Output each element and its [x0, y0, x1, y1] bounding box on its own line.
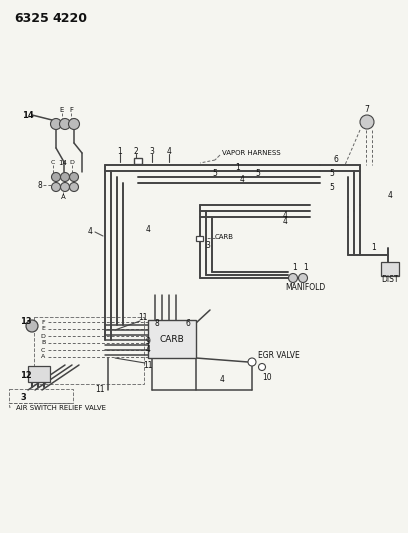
Text: 7: 7 [365, 106, 369, 115]
Bar [196, 236, 203, 241]
Text: 6325: 6325 [14, 12, 49, 25]
Text: 11: 11 [138, 313, 148, 322]
Text: 5: 5 [330, 183, 335, 192]
Text: A: A [41, 354, 45, 359]
Text: 4: 4 [239, 175, 244, 184]
Text: 3: 3 [150, 148, 155, 157]
Text: 1: 1 [118, 148, 122, 157]
Circle shape [51, 182, 60, 191]
Circle shape [288, 273, 297, 282]
Bar [28, 366, 50, 382]
Text: 4220: 4220 [52, 12, 87, 25]
Text: MANIFOLD: MANIFOLD [285, 284, 325, 293]
Text: EGR VALVE: EGR VALVE [258, 351, 300, 359]
Text: 4: 4 [388, 191, 392, 200]
Text: CARB: CARB [160, 335, 184, 343]
Text: DIST: DIST [381, 276, 399, 285]
Text: 1: 1 [236, 164, 240, 173]
Text: E: E [41, 327, 45, 332]
Circle shape [51, 173, 60, 182]
Text: 13: 13 [20, 318, 32, 327]
Text: 9: 9 [146, 336, 151, 345]
Text: F: F [69, 107, 73, 113]
Text: 5: 5 [213, 169, 217, 179]
Circle shape [69, 173, 78, 182]
Text: F: F [41, 319, 45, 325]
Text: 1: 1 [304, 263, 308, 272]
Text: 6: 6 [186, 319, 191, 327]
Text: 4: 4 [220, 376, 224, 384]
Text: C: C [51, 160, 55, 166]
Circle shape [60, 182, 69, 191]
Circle shape [69, 182, 78, 191]
Bar [381, 262, 399, 276]
Text: CARB: CARB [215, 234, 234, 240]
Bar [134, 158, 142, 164]
Circle shape [248, 358, 256, 366]
Text: D: D [69, 160, 74, 166]
Text: 11: 11 [95, 385, 105, 394]
Text: B: B [41, 341, 45, 345]
Text: A: A [61, 194, 65, 200]
Circle shape [299, 273, 308, 282]
Text: 10: 10 [262, 374, 272, 383]
Text: 12: 12 [20, 372, 32, 381]
Text: 4: 4 [146, 225, 151, 235]
Circle shape [51, 118, 62, 130]
Text: 14: 14 [22, 110, 34, 119]
Text: 4: 4 [283, 217, 288, 227]
Text: 8: 8 [155, 319, 160, 327]
Text: 2: 2 [134, 148, 138, 157]
Text: E: E [60, 107, 64, 113]
Bar [148, 320, 196, 358]
Text: 4: 4 [146, 344, 151, 353]
Circle shape [60, 118, 71, 130]
Text: 6: 6 [334, 156, 339, 165]
Text: 8: 8 [38, 181, 43, 190]
Text: 5: 5 [255, 169, 260, 179]
Circle shape [259, 364, 266, 370]
Text: 4: 4 [88, 228, 93, 237]
Text: 1: 1 [293, 263, 297, 272]
Text: 3: 3 [20, 393, 26, 402]
Circle shape [60, 173, 69, 182]
Circle shape [69, 118, 80, 130]
Text: D: D [40, 334, 45, 338]
Text: VAPOR HARNESS: VAPOR HARNESS [222, 150, 281, 156]
Text: 4: 4 [166, 148, 171, 157]
Text: AIR SWITCH RELIEF VALVE: AIR SWITCH RELIEF VALVE [16, 405, 106, 411]
Text: 14: 14 [59, 160, 67, 166]
Circle shape [26, 320, 38, 332]
Text: 1: 1 [372, 243, 376, 252]
Text: 11: 11 [143, 360, 153, 369]
Text: C: C [41, 348, 45, 352]
Text: 3: 3 [206, 241, 211, 251]
Text: 4: 4 [283, 211, 288, 220]
Circle shape [360, 115, 374, 129]
Text: 5: 5 [330, 169, 335, 179]
